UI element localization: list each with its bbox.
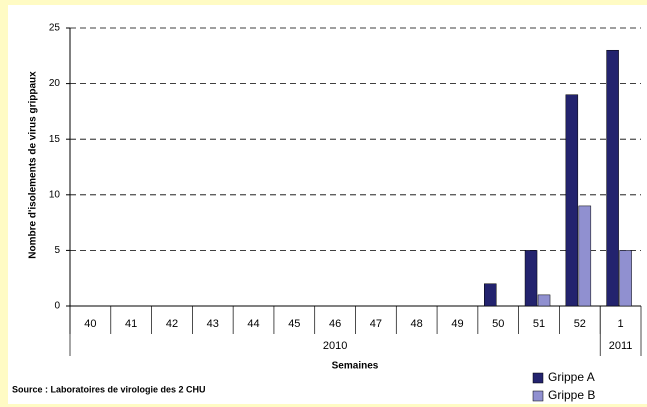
y-tick-label: 15 (49, 134, 61, 145)
x-tick-label: 1 (618, 318, 624, 330)
legend-swatch (532, 390, 544, 402)
legend-label: Grippe B (548, 388, 595, 402)
x-tick-label: 47 (370, 318, 382, 330)
x-tick-label: 51 (533, 318, 545, 330)
chart-background (8, 5, 647, 404)
bar (578, 205, 592, 307)
x-group-label: 2010 (323, 340, 347, 352)
x-tick-label: 43 (207, 318, 219, 330)
y-tick-label: 25 (49, 23, 61, 34)
bar (524, 250, 538, 307)
y-tick-label: 0 (54, 301, 60, 312)
legend-label: Grippe A (548, 370, 595, 384)
source-note: Source : Laboratoires de virologie des 2… (12, 384, 206, 394)
legend-swatch (532, 372, 544, 384)
x-group-label: 2011 (609, 340, 633, 352)
bar (537, 294, 551, 307)
bar (619, 250, 632, 307)
x-tick-label: 45 (288, 318, 300, 330)
x-tick-label: 41 (125, 318, 137, 330)
y-tick-label: 10 (49, 189, 61, 200)
x-tick-label: 48 (411, 318, 423, 330)
bar (606, 49, 619, 307)
x-tick-label: 49 (451, 318, 463, 330)
y-tick-label: 20 (49, 78, 61, 89)
x-tick-label: 46 (329, 318, 341, 330)
x-tick-label: 44 (247, 318, 259, 330)
y-axis-label: Nombre d'isolements de virus grippaux (28, 71, 39, 259)
x-tick-label: 52 (574, 318, 586, 330)
x-tick-label: 40 (84, 318, 96, 330)
x-tick-label: 50 (492, 318, 504, 330)
x-tick-label: 42 (166, 318, 178, 330)
y-tick-label: 5 (54, 245, 60, 256)
bar (565, 94, 579, 307)
x-axis-label: Semaines (332, 361, 379, 372)
bar (484, 283, 497, 307)
